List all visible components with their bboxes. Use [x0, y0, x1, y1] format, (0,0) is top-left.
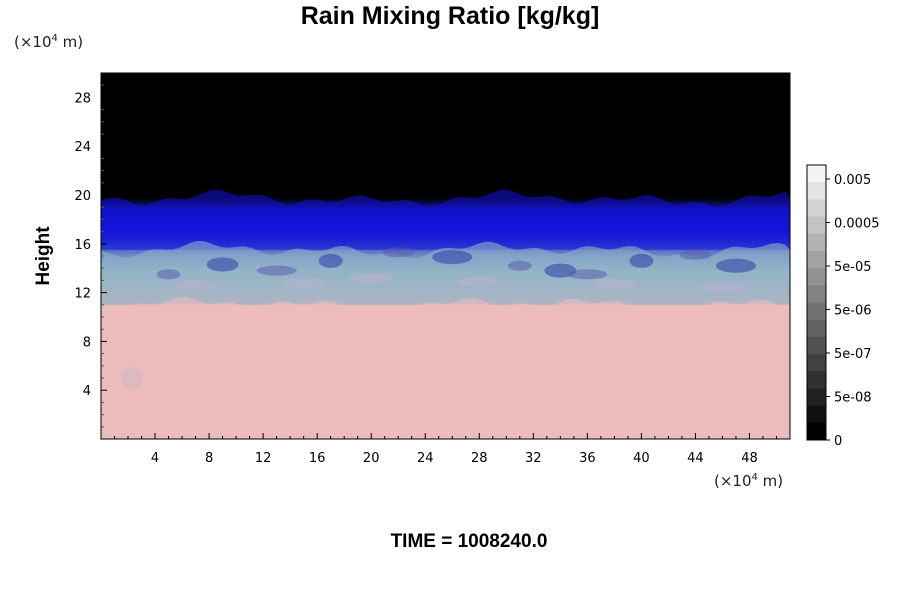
mix-patch-2	[349, 272, 394, 283]
colorbar-label: 5e-08	[834, 391, 872, 406]
colorbar-cell	[807, 336, 826, 355]
colorbar-cell	[807, 302, 826, 320]
colorbar-label: 5e-06	[834, 304, 872, 319]
y-unit-tail: m)	[57, 33, 84, 51]
colorbar-cell	[807, 405, 826, 424]
y-tick-label: 8	[83, 335, 91, 350]
x-tick-label: 32	[525, 451, 542, 466]
x-unit-tail: m)	[757, 472, 784, 490]
colorbar-cell	[807, 319, 826, 338]
field-layer-transition	[101, 189, 790, 250]
y-axis-ticks: 4 8 12 16 20 24 28	[74, 84, 107, 428]
chart-title: Rain Mixing Ratio [kg/kg]	[300, 2, 600, 30]
y-unit-exponent: 4	[51, 33, 58, 44]
colorbar-cell	[807, 268, 826, 286]
mix-patch-4	[592, 279, 637, 290]
mix-patch-0	[173, 280, 218, 291]
x-tick-label: 8	[205, 451, 213, 466]
x-tick-label: 48	[741, 451, 758, 466]
y-tick-label: 12	[74, 287, 91, 302]
x-tick-label: 20	[363, 451, 380, 466]
eddy-2	[256, 265, 297, 276]
time-label: TIME = 1008240.0	[390, 531, 548, 552]
colorbar-cell	[807, 285, 826, 303]
colorbar: 0.005 0.0005 5e-05 5e-06 5e-07 5e-08 0	[806, 164, 880, 449]
colorbar-cell	[807, 354, 826, 372]
colorbar-label: 0.005	[834, 173, 871, 188]
mix-patch-3	[457, 276, 502, 287]
colorbar-cell	[807, 182, 826, 200]
mix-patch-5	[700, 282, 745, 293]
colorbar-frame	[806, 164, 827, 441]
eddy-8	[567, 269, 608, 280]
eddy-4	[382, 247, 415, 258]
colorbar-cell	[807, 216, 826, 235]
x-unit-exponent: 4	[751, 472, 758, 483]
eddy-0	[156, 269, 181, 280]
colorbar-label: 5e-05	[834, 260, 872, 275]
colorbar-cell	[807, 165, 826, 183]
eddy-11	[715, 258, 756, 273]
colorbar-cell	[807, 422, 826, 441]
field-blob	[121, 367, 144, 389]
y-tick-label: 4	[83, 384, 91, 399]
x-tick-label: 44	[687, 451, 704, 466]
eddy-9	[629, 253, 654, 268]
colorbar-cell	[807, 388, 826, 406]
x-axis-unit: (×104 m)	[714, 472, 783, 490]
field-layer-lower	[101, 296, 790, 439]
y-axis-unit: (×104 m)	[14, 33, 83, 51]
mix-patch-1	[281, 277, 326, 288]
y-unit-base: (×10	[14, 33, 52, 51]
colorbar-cell	[807, 199, 826, 217]
x-tick-label: 16	[309, 451, 326, 466]
eddy-10	[679, 249, 712, 260]
x-tick-label: 12	[255, 451, 272, 466]
colorbar-cell	[807, 250, 826, 269]
plot-area	[100, 72, 791, 440]
eddy-6	[507, 260, 532, 271]
colorbar-label: 0.0005	[834, 217, 880, 232]
eddy-5	[432, 250, 473, 265]
x-tick-label: 36	[579, 451, 596, 466]
colorbar-label: 0	[834, 434, 842, 449]
x-tick-label: 4	[151, 451, 159, 466]
y-tick-label: 24	[74, 140, 91, 155]
x-tick-label: 24	[417, 451, 434, 466]
x-unit-base: (×10	[714, 472, 752, 490]
y-tick-label: 28	[74, 91, 91, 106]
colorbar-label: 5e-07	[834, 347, 872, 362]
eddy-3	[318, 253, 343, 268]
colorbar-cell	[807, 371, 826, 389]
x-tick-label: 40	[633, 451, 650, 466]
y-tick-label: 20	[74, 189, 91, 204]
y-tick-label: 16	[74, 238, 91, 253]
colorbar-cell	[807, 233, 826, 252]
x-tick-label: 28	[471, 451, 488, 466]
x-axis-ticks: 4 8 12 16 20 24 28 32 36 40 44 48	[114, 73, 777, 466]
eddy-1	[206, 257, 239, 272]
